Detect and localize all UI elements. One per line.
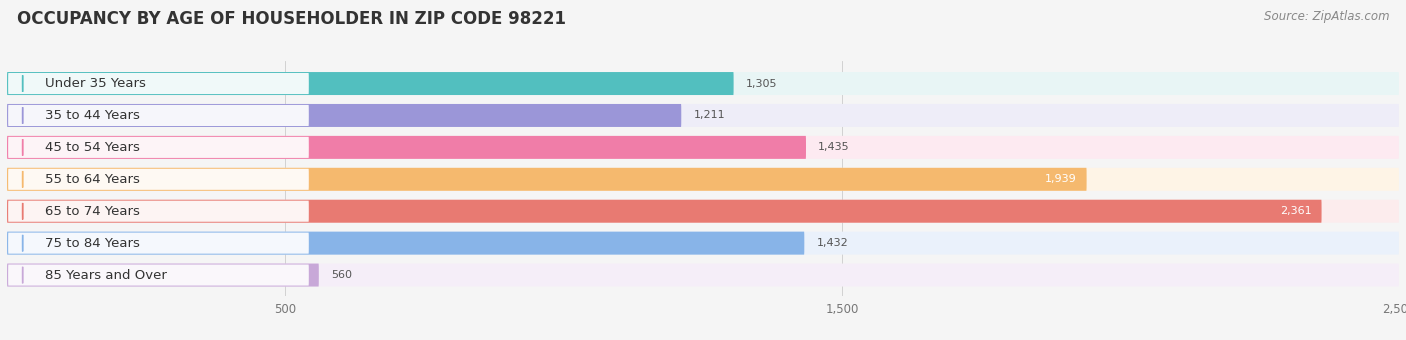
Text: 75 to 84 Years: 75 to 84 Years <box>45 237 139 250</box>
FancyBboxPatch shape <box>7 264 1399 287</box>
Text: 1,435: 1,435 <box>818 142 849 152</box>
Text: 65 to 74 Years: 65 to 74 Years <box>45 205 139 218</box>
FancyBboxPatch shape <box>7 200 1322 223</box>
FancyBboxPatch shape <box>7 232 804 255</box>
FancyBboxPatch shape <box>7 168 1399 191</box>
FancyBboxPatch shape <box>8 233 309 254</box>
FancyBboxPatch shape <box>7 104 1399 127</box>
Text: 1,305: 1,305 <box>745 79 778 88</box>
FancyBboxPatch shape <box>7 136 806 159</box>
FancyBboxPatch shape <box>8 201 309 222</box>
Text: OCCUPANCY BY AGE OF HOUSEHOLDER IN ZIP CODE 98221: OCCUPANCY BY AGE OF HOUSEHOLDER IN ZIP C… <box>17 10 565 28</box>
FancyBboxPatch shape <box>7 232 1399 255</box>
Text: 85 Years and Over: 85 Years and Over <box>45 269 167 282</box>
FancyBboxPatch shape <box>7 72 734 95</box>
FancyBboxPatch shape <box>8 137 309 158</box>
FancyBboxPatch shape <box>8 105 309 126</box>
FancyBboxPatch shape <box>8 169 309 190</box>
FancyBboxPatch shape <box>8 73 309 94</box>
FancyBboxPatch shape <box>7 104 682 127</box>
Text: Under 35 Years: Under 35 Years <box>45 77 146 90</box>
FancyBboxPatch shape <box>7 168 1087 191</box>
Text: 1,939: 1,939 <box>1045 174 1077 184</box>
Text: 55 to 64 Years: 55 to 64 Years <box>45 173 139 186</box>
FancyBboxPatch shape <box>7 136 1399 159</box>
Text: 560: 560 <box>330 270 352 280</box>
FancyBboxPatch shape <box>7 200 1399 223</box>
Text: Source: ZipAtlas.com: Source: ZipAtlas.com <box>1264 10 1389 23</box>
Text: 45 to 54 Years: 45 to 54 Years <box>45 141 139 154</box>
Text: 35 to 44 Years: 35 to 44 Years <box>45 109 139 122</box>
FancyBboxPatch shape <box>8 265 309 286</box>
Text: 1,432: 1,432 <box>817 238 848 248</box>
Text: 1,211: 1,211 <box>693 110 725 120</box>
FancyBboxPatch shape <box>7 264 319 287</box>
FancyBboxPatch shape <box>7 72 1399 95</box>
Text: 2,361: 2,361 <box>1279 206 1312 216</box>
